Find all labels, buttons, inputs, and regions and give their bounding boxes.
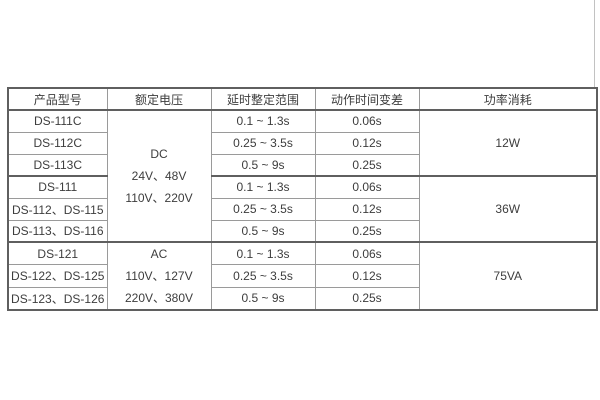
power-cell: 75VA xyxy=(418,241,598,311)
table-row: DS-123、DS-126 0.5 ~ 9s 0.25s xyxy=(7,286,597,311)
product-spec-table: 产品型号 额定电压 延时整定范围 动作时间变差 功率消耗 DS-111C DC … xyxy=(7,87,598,311)
voltage-line: 110V、220V xyxy=(125,191,193,205)
time-variation-cell: 0.12s xyxy=(314,264,420,288)
model-cell: DS-112、DS-115 xyxy=(7,197,108,221)
power-cell: 12W xyxy=(418,109,598,177)
delay-range-cell: 0.1 ~ 1.3s xyxy=(210,109,316,133)
voltage-line: 110V、127V xyxy=(125,269,193,283)
model-cell: DS-111 xyxy=(7,175,108,199)
model-cell: DS-123、DS-126 xyxy=(7,286,108,311)
delay-range-cell: 0.25 ~ 3.5s xyxy=(210,264,316,288)
power-cell: 36W xyxy=(418,175,598,243)
delay-range-cell: 0.5 ~ 9s xyxy=(210,153,316,177)
delay-range-cell: 0.25 ~ 3.5s xyxy=(210,131,316,155)
header-delay-setting-range: 延时整定范围 xyxy=(210,87,316,111)
delay-range-cell: 0.25 ~ 3.5s xyxy=(210,197,316,221)
time-variation-cell: 0.06s xyxy=(314,109,420,133)
voltage-line: DC xyxy=(150,147,168,161)
model-cell: DS-122、DS-125 xyxy=(7,264,108,288)
header-rated-voltage: 额定电压 xyxy=(106,87,212,111)
voltage-cell-dc: DC 24V、48V 110V、220V xyxy=(106,109,212,243)
table-row: DS-113、DS-116 0.5 ~ 9s 0.25s xyxy=(7,219,597,243)
voltage-line: 24V、48V xyxy=(131,169,187,183)
time-variation-cell: 0.25s xyxy=(314,219,420,243)
time-variation-cell: 0.25s xyxy=(314,153,420,177)
voltage-line: 220V、380V xyxy=(124,291,194,305)
table-edge-artifact-line xyxy=(594,0,595,88)
model-cell: DS-113C xyxy=(7,153,108,177)
voltage-cell-ac: AC 110V、127V 220V、380V xyxy=(106,241,212,311)
header-row: 产品型号 额定电压 延时整定范围 动作时间变差 功率消耗 xyxy=(7,87,598,111)
model-cell: DS-121 xyxy=(7,241,108,266)
header-product-model: 产品型号 xyxy=(7,87,108,111)
time-variation-cell: 0.06s xyxy=(314,241,420,266)
voltage-line: AC xyxy=(150,247,168,261)
table-row: DS-111C DC 24V、48V 110V、220V 0.1 ~ 1.3s … xyxy=(7,109,598,243)
time-variation-cell: 0.06s xyxy=(314,175,420,199)
header-power-consumption: 功率消耗 xyxy=(418,87,598,111)
model-cell: DS-113、DS-116 xyxy=(7,219,108,243)
delay-range-cell: 0.1 ~ 1.3s xyxy=(210,175,316,199)
time-variation-cell: 0.12s xyxy=(314,131,420,155)
table-row: DS-113C 0.5 ~ 9s 0.25s xyxy=(7,153,597,177)
delay-range-cell: 0.5 ~ 9s xyxy=(210,286,316,311)
table-row: DS-122、DS-125 0.25 ~ 3.5s 0.12s xyxy=(7,264,597,288)
delay-range-cell: 0.1 ~ 1.3s xyxy=(210,241,316,266)
time-variation-cell: 0.12s xyxy=(314,197,420,221)
table-row: DS-121 AC 110V、127V 220V、380V 0.1 ~ 1.3s… xyxy=(7,241,598,311)
delay-range-cell: 0.5 ~ 9s xyxy=(210,219,316,243)
model-cell: DS-112C xyxy=(7,131,108,155)
table-row: DS-111 0.1 ~ 1.3s 0.06s 36W xyxy=(7,175,598,243)
header-operate-time-variation: 动作时间变差 xyxy=(314,87,420,111)
time-variation-cell: 0.25s xyxy=(314,286,420,311)
model-cell: DS-111C xyxy=(7,109,108,133)
